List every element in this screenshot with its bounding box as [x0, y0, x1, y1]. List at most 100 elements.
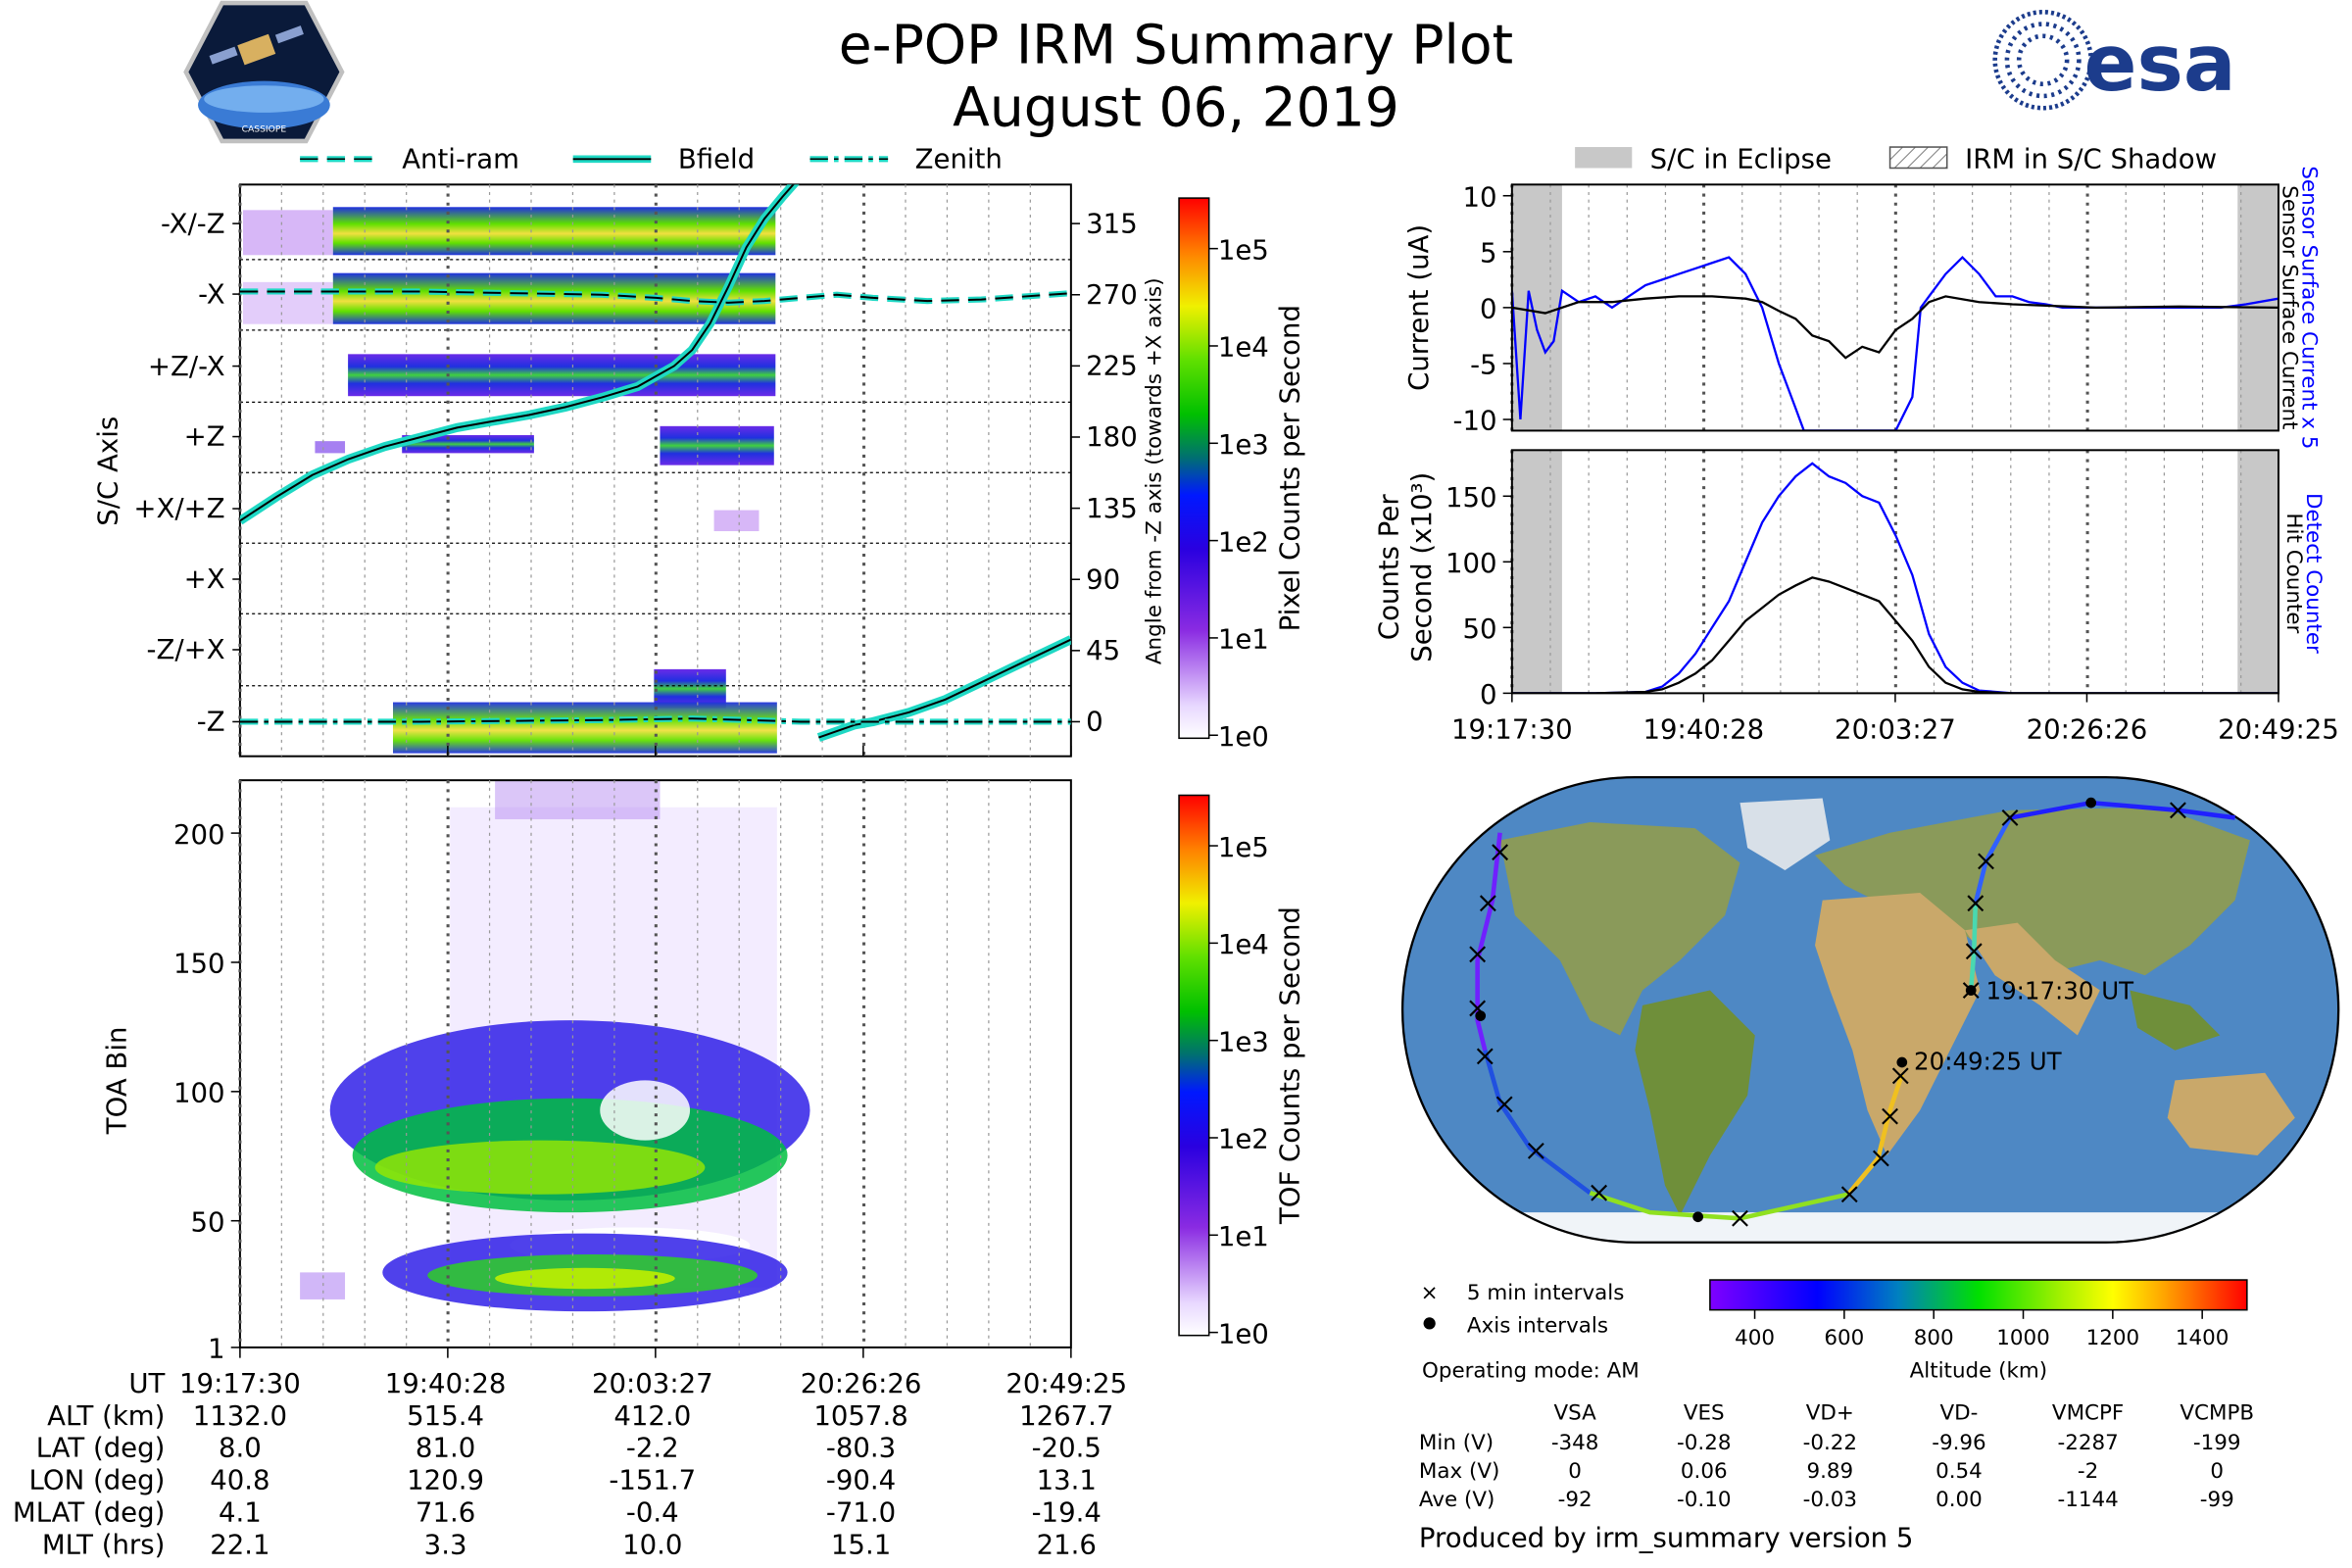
tof-colorbar-tick-label: 1e2 [1218, 1124, 1269, 1155]
pixel-colorbar-tick-label: 1e4 [1218, 332, 1269, 364]
cur-ytick-label: -5 [1470, 350, 1496, 381]
dot-marker-icon [1423, 1317, 1436, 1330]
altitude-label: Altitude (km) [1910, 1359, 2047, 1384]
five-min-marker [1967, 895, 1984, 912]
orbit-table-cell: 20:03:27 [592, 1368, 713, 1399]
voltage-table-header: VCMPB [2180, 1400, 2254, 1425]
five-min-marker [1891, 1067, 1909, 1085]
cnt-xtick-label: 20:49:25 [2218, 713, 2339, 745]
legend-bfield-label: Bfield [678, 143, 755, 174]
axis-spectrogram-ytick-label: +X/+Z [133, 493, 224, 524]
pixel-colorbar: 1e0 1e1 1e2 1e3 1e4 1e5 Pixel Counts per Seco… [1178, 197, 1306, 753]
orbit-table-cell: 3.3 [424, 1529, 467, 1560]
line-bfield [818, 638, 1071, 739]
cnt-ytick-label: 0 [1480, 679, 1497, 710]
orbit-table-cell: 19:17:30 [179, 1368, 301, 1399]
voltage-table-cell: -348 [1551, 1431, 1599, 1455]
axis-spectrogram-ytick-label: +Z/-X [148, 351, 225, 382]
orbit-table-cell: 21.6 [1037, 1529, 1097, 1560]
voltage-table-header: VD- [1940, 1400, 1979, 1425]
legend-axis: Axis intervals [1467, 1314, 1608, 1339]
legend-antiram-label: Anti-ram [402, 143, 519, 174]
orbit-table-cell: -0.4 [626, 1497, 679, 1529]
pixel-colorbar-tick-label: 1e3 [1218, 429, 1269, 461]
five-min-marker [1476, 1048, 1494, 1065]
cassiope-logo-text: CASSIOPE [242, 124, 287, 135]
voltage-table-cell: -92 [1558, 1488, 1592, 1512]
orbit-table-cell: -90.4 [826, 1465, 896, 1496]
voltage-table-header: VSA [1553, 1400, 1596, 1425]
five-min-marker [1732, 1209, 1748, 1227]
five-min-marker [1872, 1150, 1889, 1167]
altitude-tick-label: 400 [1735, 1326, 1775, 1350]
map-land [1402, 798, 2339, 1243]
cnt-series-black [1511, 576, 2278, 694]
five-min-marker [1527, 1142, 1544, 1159]
pixel-colorbar-tick-label: 1e1 [1218, 624, 1269, 656]
five-min-marker [1495, 1096, 1513, 1113]
five-min-marker [1479, 895, 1496, 912]
counts-ylabel-line2: Second (x10³) [1406, 472, 1438, 662]
altitude-tick-label: 800 [1914, 1326, 1954, 1350]
orbit-table-cell: 20:49:25 [1005, 1368, 1127, 1399]
voltage-table-header: VES [1684, 1400, 1725, 1425]
altitude-colorbar: 400 600 800 1000 1200 1400 Altitude (km) [1709, 1279, 2248, 1384]
axis-spectrogram-ytick-label: -Z/+X [147, 634, 225, 665]
voltage-table-header: VD+ [1806, 1400, 1854, 1425]
axis-spectrogram-panel: -X/-Z -X +Z/-X +Z +X/+Z +X -Z/+X -Z 315 270 225 18… [92, 183, 1167, 758]
legend-5min: 5 min intervals [1467, 1281, 1624, 1305]
counts-panel: 0 50 100 150 19:17:30 19:40:28 20:03:27 20:26:… [1374, 449, 2339, 745]
cassiope-logo: CASSIOPE [183, 0, 345, 144]
voltage-table: VSA VES VD+ VD- VMCPF VCMPB Min (V) -348 -0.28 -0… [1419, 1400, 2254, 1512]
orbit-map: 19:17:30 UT 20:49:25 UT [1400, 775, 2340, 1244]
cur-ytick-label: 0 [1480, 294, 1497, 325]
voltage-table-cell: 0 [2210, 1459, 2224, 1484]
orbit-table-row-label: MLAT (deg) [13, 1497, 165, 1529]
voltage-table-cell: 0.54 [1936, 1459, 1983, 1484]
axis-spectrogram-y2tick-label: 90 [1086, 564, 1120, 595]
orbit-table-cell: -151.7 [609, 1465, 696, 1496]
orbit-table-cell: 20:26:26 [801, 1368, 922, 1399]
pixel-colorbar-tick-label: 1e2 [1218, 526, 1269, 558]
cnt-ytick-label: 150 [1446, 482, 1497, 514]
voltage-table-cell: -199 [2193, 1431, 2241, 1455]
tof-colorbar-tick-label: 1e4 [1218, 929, 1269, 960]
x-marker-icon: × [1421, 1281, 1439, 1305]
current-y2label-black: Sensor Surface Current [2278, 185, 2302, 429]
voltage-table-cell: -1144 [2057, 1488, 2118, 1512]
pixel-colorbar-label: Pixel Counts per Second [1275, 305, 1306, 631]
orbit-table-cell: 8.0 [219, 1433, 262, 1464]
voltage-table-cell: -99 [2200, 1488, 2234, 1512]
orbit-table-cell: 412.0 [613, 1400, 691, 1432]
orbit-table-cell: 71.6 [416, 1497, 475, 1529]
orbit-table-cell: 13.1 [1037, 1465, 1097, 1496]
axis-interval-marker [1692, 1211, 1703, 1223]
voltage-table-cell: -0.28 [1677, 1431, 1731, 1455]
voltage-table-cell: 9.89 [1806, 1459, 1853, 1484]
cur-ytick-label: -10 [1453, 406, 1497, 437]
current-ylabel: Current (uA) [1403, 224, 1435, 391]
axis-interval-marker [1965, 985, 1977, 996]
orbit-table-cell: 10.0 [622, 1529, 682, 1560]
voltage-table-cell: -2287 [2057, 1431, 2118, 1455]
line-zenith [239, 717, 1071, 723]
axis-interval-marker [2085, 797, 2097, 808]
cur-ytick-label: 10 [1462, 181, 1496, 213]
axis-spectrogram-y2tick-label: 135 [1086, 493, 1138, 524]
orbit-table-row-label: LAT (deg) [36, 1433, 166, 1464]
legend-eclipse-label: S/C in Eclipse [1650, 143, 1832, 174]
five-min-marker [1882, 1107, 1898, 1125]
cnt-xtick-label: 20:26:26 [2027, 713, 2148, 745]
orbit-table-cell: 1132.0 [193, 1400, 287, 1432]
axis-spectrogram-ytick-label: -Z [197, 707, 225, 738]
voltage-table-cell: -0.22 [1803, 1431, 1857, 1455]
tof-ytick-label: 200 [173, 819, 225, 851]
five-min-marker [2170, 802, 2186, 819]
voltage-table-cell: 0.00 [1936, 1488, 1983, 1512]
axis-spectrogram-y2tick-label: 45 [1086, 635, 1120, 666]
esa-logo-text: esa [2084, 18, 2236, 109]
cnt-ytick-label: 50 [1462, 613, 1496, 645]
tof-colorbar-tick-label: 1e5 [1218, 832, 1269, 863]
orbit-table-cell: -2.2 [626, 1433, 679, 1464]
